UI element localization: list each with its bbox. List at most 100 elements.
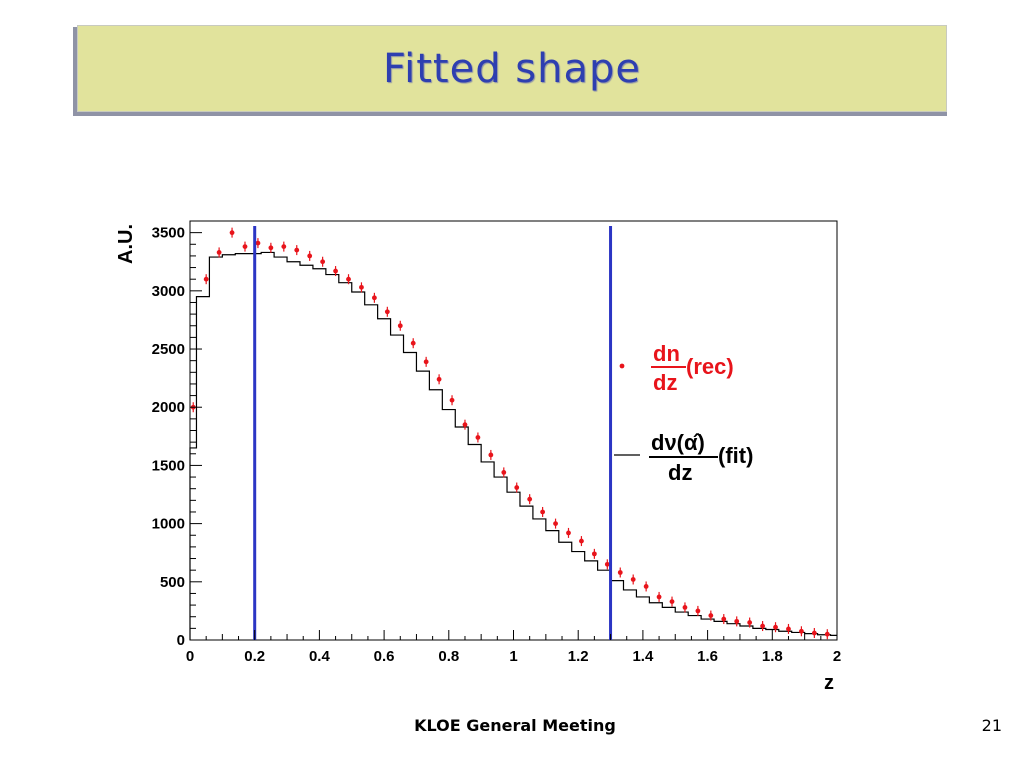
data-point — [514, 482, 520, 493]
point-marker — [268, 245, 274, 251]
data-point — [643, 581, 649, 592]
data-point — [811, 628, 817, 639]
data-point — [669, 596, 675, 607]
y-tick-label: 3000 — [152, 283, 185, 300]
data-point — [242, 241, 248, 252]
data-point — [216, 247, 222, 258]
point-marker — [682, 605, 688, 610]
point-marker — [514, 485, 520, 490]
data-point — [617, 567, 623, 578]
slide-title: Fitted shape — [383, 45, 641, 92]
data-point — [695, 605, 701, 616]
data-point — [203, 274, 209, 285]
data-point — [488, 449, 494, 460]
point-marker — [773, 624, 778, 630]
point-marker — [747, 620, 753, 625]
data-point — [656, 591, 662, 602]
point-marker — [553, 521, 558, 527]
data-point — [708, 610, 714, 621]
x-tick-label: 0.6 — [374, 648, 395, 665]
point-marker — [410, 340, 416, 346]
data-point — [268, 242, 274, 253]
data-point — [255, 238, 261, 249]
point-marker — [449, 397, 455, 403]
title-box: Fitted shape — [77, 25, 947, 112]
point-marker — [786, 626, 791, 632]
point-marker — [579, 538, 584, 544]
x-tick-label: 0.2 — [244, 648, 265, 665]
data-point — [346, 274, 351, 285]
y-tick-label: 3500 — [152, 225, 185, 242]
data-point — [397, 320, 403, 331]
data-point — [591, 548, 597, 559]
data-point — [462, 419, 468, 430]
data-point — [604, 559, 610, 570]
y-tick-label: 2000 — [152, 399, 185, 416]
point-marker — [488, 452, 494, 458]
data-point — [773, 622, 778, 633]
point-marker — [656, 594, 662, 600]
point-marker — [475, 435, 481, 440]
point-marker — [255, 240, 261, 246]
data-point — [436, 374, 442, 385]
data-point — [320, 256, 326, 267]
data-point — [371, 292, 377, 303]
legend-rec-numerator: dn — [653, 341, 680, 366]
data-point — [760, 621, 765, 632]
point-marker — [811, 630, 817, 636]
data-point — [566, 527, 571, 538]
y-tick-label: 1500 — [152, 457, 185, 474]
data-point — [281, 241, 287, 252]
point-marker — [436, 376, 442, 382]
point-marker — [643, 584, 649, 589]
data-point — [799, 626, 804, 637]
point-marker — [307, 253, 313, 259]
point-marker — [591, 551, 597, 557]
data-point — [333, 266, 338, 277]
legend-fit-denominator: dz — [668, 460, 692, 485]
point-marker — [669, 599, 675, 604]
point-marker — [824, 631, 830, 637]
footer-text: KLOE General Meeting — [414, 716, 616, 735]
x-tick-label: 0 — [186, 648, 194, 665]
point-marker — [721, 616, 727, 622]
point-marker — [216, 250, 222, 255]
legend-rec-denominator: dz — [653, 370, 677, 395]
point-marker — [281, 244, 287, 250]
point-marker — [501, 470, 507, 475]
data-point — [423, 356, 429, 367]
legend-fit-numerator: dν(α̂) — [651, 430, 705, 455]
data-point — [449, 395, 455, 406]
data-point — [384, 306, 390, 317]
legend-rec-suffix: (rec) — [686, 354, 734, 379]
point-marker — [294, 247, 300, 253]
data-point — [734, 616, 740, 627]
y-tick-label: 1000 — [152, 516, 185, 533]
data-point — [824, 629, 830, 640]
point-marker — [333, 268, 338, 274]
data-point — [307, 250, 313, 261]
x-tick-label: 1.4 — [632, 648, 654, 665]
point-marker — [242, 244, 248, 250]
point-marker — [708, 613, 714, 618]
point-marker — [320, 259, 326, 265]
data-point — [294, 245, 300, 256]
x-tick-label: 1.8 — [762, 648, 783, 665]
data-point — [721, 614, 727, 625]
x-tick-label: 0.4 — [309, 648, 331, 665]
point-marker — [346, 276, 351, 282]
y-axis-label: A.U. — [115, 224, 137, 264]
y-tick-label: 0 — [177, 632, 185, 649]
point-marker — [760, 623, 765, 629]
data-point — [747, 617, 753, 628]
point-marker — [799, 628, 804, 634]
point-marker — [734, 618, 740, 624]
point-marker — [527, 496, 533, 502]
point-marker — [630, 577, 636, 582]
x-tick-label: 2 — [833, 648, 841, 665]
x-axis-label: z — [824, 672, 834, 694]
data-point — [786, 623, 791, 634]
data-point — [553, 518, 558, 529]
data-point — [229, 227, 235, 238]
data-point — [359, 282, 364, 293]
